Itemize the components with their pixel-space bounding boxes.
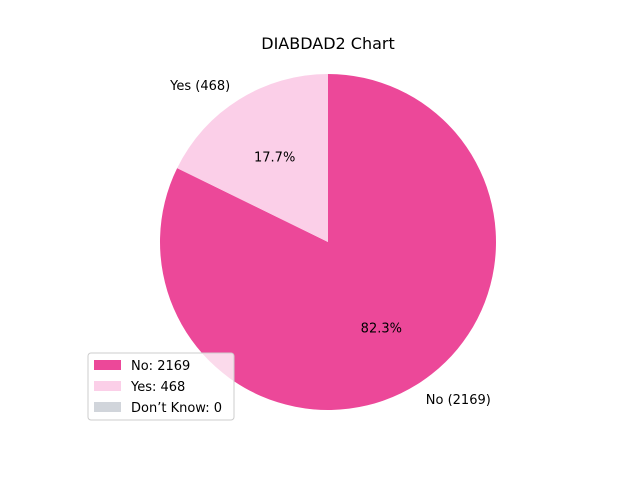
pie-labels: No (2169) 82.3% Yes (468) 17.7% <box>169 79 491 408</box>
legend-label: Don’t Know: 0 <box>131 401 222 416</box>
percent-label: 82.3% <box>361 322 402 337</box>
percent-label: 17.7% <box>254 150 295 165</box>
legend: No: 2169 Yes: 468 Don’t Know: 0 <box>87 352 235 421</box>
legend-swatch <box>94 402 121 412</box>
slice-label: No (2169) <box>426 393 491 408</box>
legend-label: Yes: 468 <box>130 380 185 395</box>
legend-swatch <box>94 381 121 391</box>
pie-slices <box>160 74 497 410</box>
legend-label: No: 2169 <box>131 359 190 374</box>
chart-title: DIABDAD2 Chart <box>261 34 395 53</box>
legend-swatch <box>94 360 121 370</box>
legend-box <box>87 352 235 421</box>
pie-slice-yes <box>177 74 328 242</box>
slice-label: Yes (468) <box>169 79 230 94</box>
